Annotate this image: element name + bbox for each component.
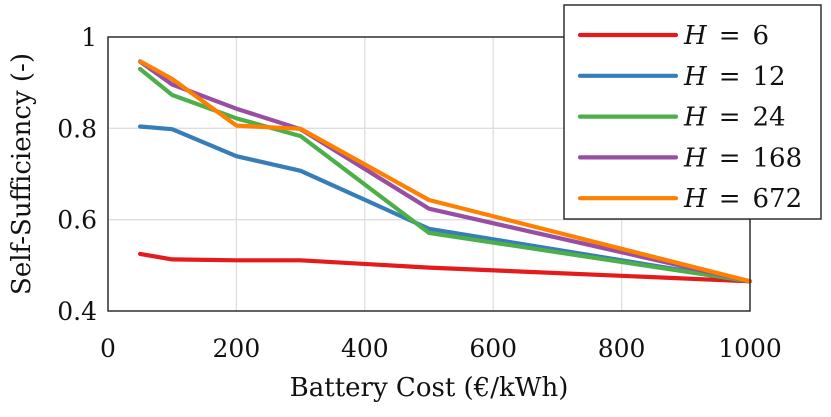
x-tick-label: 400 (341, 334, 389, 363)
y-tick-label: 0.4 (57, 297, 97, 326)
x-tick-label: 800 (598, 334, 646, 363)
y-tick-label: 0.6 (57, 206, 97, 235)
x-tick-label: 600 (469, 334, 517, 363)
legend-eq: = (719, 21, 741, 51)
legend-label-h-672: H = 672 (683, 184, 802, 214)
legend-num: 168 (752, 143, 802, 173)
series-line-h-12 (138, 124, 753, 284)
series-line-h-168 (138, 59, 753, 284)
legend-var: H (683, 184, 708, 214)
legend-label-h-12: H = 12 (683, 62, 786, 92)
legend-num: 24 (752, 103, 785, 133)
y-tick-label: 1 (81, 23, 97, 52)
series-line-h-6 (138, 251, 753, 284)
series-lines (138, 59, 753, 284)
legend-eq: = (719, 143, 741, 173)
x-tick-labels: 0 200 400 600 800 1000 (100, 334, 782, 363)
y-tick-labels: 0.4 0.6 0.8 1 (57, 23, 97, 326)
x-tick-label: 1000 (718, 334, 782, 363)
legend-var: H (683, 103, 708, 133)
legend-var: H (683, 62, 708, 92)
legend-eq: = (719, 62, 741, 92)
legend-num: 672 (752, 184, 802, 214)
legend-box (563, 4, 822, 220)
legend-var: H (683, 143, 708, 173)
legend-num: 6 (752, 21, 769, 51)
x-tick-label: 0 (100, 334, 116, 363)
x-axis-label: Battery Cost (€/kWh) (290, 373, 569, 403)
legend-eq: = (719, 184, 741, 214)
series-line-h-672 (138, 59, 753, 284)
y-tick-label: 0.8 (57, 114, 97, 143)
legend-num: 12 (752, 62, 785, 92)
legend-label-h-168: H = 168 (683, 143, 802, 173)
legend: H = 6 H = 12 H = 24 H = 168 H = 672 (563, 4, 822, 220)
legend-label-h-6: H = 6 (683, 21, 769, 51)
y-axis-label: Self-Sufficiency (-) (7, 53, 37, 295)
legend-var: H (683, 21, 708, 51)
x-tick-label: 200 (213, 334, 261, 363)
legend-eq: = (719, 103, 741, 133)
legend-label-h-24: H = 24 (683, 103, 786, 133)
